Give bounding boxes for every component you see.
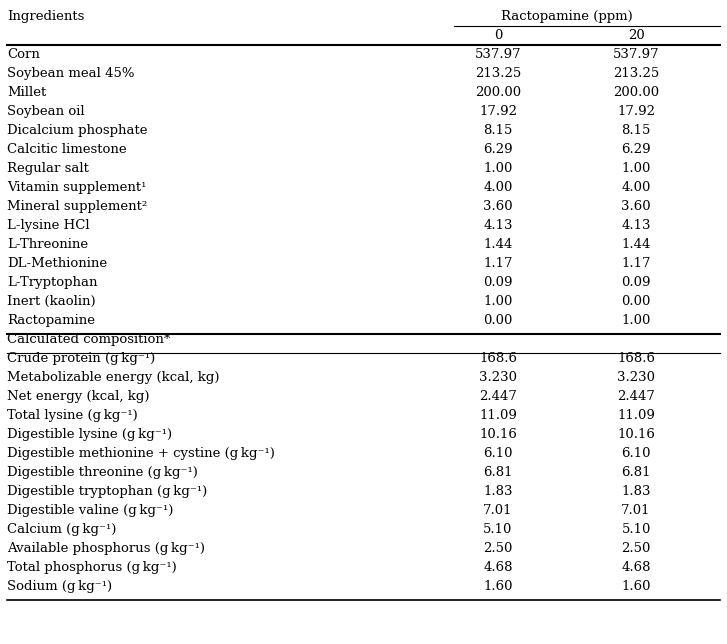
Text: Millet: Millet [7,86,47,99]
Text: Inert (kaolin): Inert (kaolin) [7,295,96,308]
Text: 0.09: 0.09 [483,276,513,289]
Text: Crude protein (g kg⁻¹): Crude protein (g kg⁻¹) [7,352,156,365]
Text: Ractopamine (ppm): Ractopamine (ppm) [501,10,633,23]
Text: 6.81: 6.81 [483,466,513,478]
Text: L-Tryptophan: L-Tryptophan [7,276,97,289]
Text: Digestible threonine (g kg⁻¹): Digestible threonine (g kg⁻¹) [7,466,198,478]
Text: 4.13: 4.13 [483,219,513,232]
Text: 3.60: 3.60 [483,200,513,213]
Text: 10.16: 10.16 [617,428,655,440]
Text: 2.447: 2.447 [617,390,655,402]
Text: Mineral supplement²: Mineral supplement² [7,200,148,213]
Text: 10.16: 10.16 [479,428,517,440]
Text: 0.00: 0.00 [483,314,513,327]
Text: 2.50: 2.50 [622,542,651,554]
Text: 200.00: 200.00 [613,86,659,99]
Text: 4.00: 4.00 [483,181,513,194]
Text: 5.10: 5.10 [622,523,651,536]
Text: 537.97: 537.97 [613,48,659,61]
Text: Available phosphorus (g kg⁻¹): Available phosphorus (g kg⁻¹) [7,542,205,554]
Text: 6.81: 6.81 [622,466,651,478]
Text: 20: 20 [627,29,645,42]
Text: 537.97: 537.97 [475,48,521,61]
Text: 0: 0 [494,29,502,42]
Text: Total phosphorus (g kg⁻¹): Total phosphorus (g kg⁻¹) [7,560,177,574]
Text: 1.83: 1.83 [622,484,651,498]
Text: 168.6: 168.6 [479,352,517,365]
Text: Soybean meal 45%: Soybean meal 45% [7,67,134,80]
Text: 17.92: 17.92 [617,104,655,118]
Text: Calcium (g kg⁻¹): Calcium (g kg⁻¹) [7,523,116,536]
Text: 1.44: 1.44 [622,238,651,251]
Text: Metabolizable energy (kcal, kg): Metabolizable energy (kcal, kg) [7,371,220,384]
Text: Dicalcium phosphate: Dicalcium phosphate [7,124,148,137]
Text: 7.01: 7.01 [622,504,651,516]
Text: 1.17: 1.17 [483,256,513,270]
Text: Corn: Corn [7,48,40,61]
Text: Ingredients: Ingredients [7,10,84,23]
Text: 1.00: 1.00 [622,314,651,327]
Text: 1.60: 1.60 [483,580,513,592]
Text: 11.09: 11.09 [479,408,517,422]
Text: Ractopamine: Ractopamine [7,314,95,327]
Text: 6.10: 6.10 [483,447,513,460]
Text: 0.09: 0.09 [622,276,651,289]
Text: 3.230: 3.230 [479,371,517,384]
Text: Digestible methionine + cystine (g kg⁻¹): Digestible methionine + cystine (g kg⁻¹) [7,447,275,460]
Text: 5.10: 5.10 [483,523,513,536]
Text: Digestible lysine (g kg⁻¹): Digestible lysine (g kg⁻¹) [7,428,172,440]
Text: Soybean oil: Soybean oil [7,104,85,118]
Text: DL-Methionine: DL-Methionine [7,256,108,270]
Text: 8.15: 8.15 [483,124,513,137]
Text: 8.15: 8.15 [622,124,651,137]
Text: 4.68: 4.68 [483,560,513,574]
Text: 1.00: 1.00 [622,162,651,175]
Text: 1.83: 1.83 [483,484,513,498]
Text: L-lysine HCl: L-lysine HCl [7,219,90,232]
Text: 3.230: 3.230 [617,371,655,384]
Text: Digestible tryptophan (g kg⁻¹): Digestible tryptophan (g kg⁻¹) [7,484,207,498]
Text: 6.29: 6.29 [483,143,513,156]
Text: 6.29: 6.29 [622,143,651,156]
Text: 6.10: 6.10 [622,447,651,460]
Text: 11.09: 11.09 [617,408,655,422]
Text: 1.00: 1.00 [483,162,513,175]
Text: 213.25: 213.25 [613,67,659,80]
Text: 213.25: 213.25 [475,67,521,80]
Text: 0.00: 0.00 [622,295,651,308]
Text: 17.92: 17.92 [479,104,517,118]
Text: 1.60: 1.60 [622,580,651,592]
Text: Sodium (g kg⁻¹): Sodium (g kg⁻¹) [7,580,113,592]
Text: Regular salt: Regular salt [7,162,89,175]
Text: Total lysine (g kg⁻¹): Total lysine (g kg⁻¹) [7,408,138,422]
Text: 168.6: 168.6 [617,352,655,365]
Text: 3.60: 3.60 [622,200,651,213]
Text: Vitamin supplement¹: Vitamin supplement¹ [7,181,147,194]
Text: 1.17: 1.17 [622,256,651,270]
Text: 7.01: 7.01 [483,504,513,516]
Text: L-Threonine: L-Threonine [7,238,89,251]
Text: 200.00: 200.00 [475,86,521,99]
Text: 4.68: 4.68 [622,560,651,574]
Text: Net energy (kcal, kg): Net energy (kcal, kg) [7,390,150,402]
Text: Digestible valine (g kg⁻¹): Digestible valine (g kg⁻¹) [7,504,174,516]
Text: 2.447: 2.447 [479,390,517,402]
Text: 1.00: 1.00 [483,295,513,308]
Text: Calcitic limestone: Calcitic limestone [7,143,127,156]
Text: 4.00: 4.00 [622,181,651,194]
Text: Calculated composition*: Calculated composition* [7,332,171,346]
Text: 1.44: 1.44 [483,238,513,251]
Text: 4.13: 4.13 [622,219,651,232]
Text: 2.50: 2.50 [483,542,513,554]
